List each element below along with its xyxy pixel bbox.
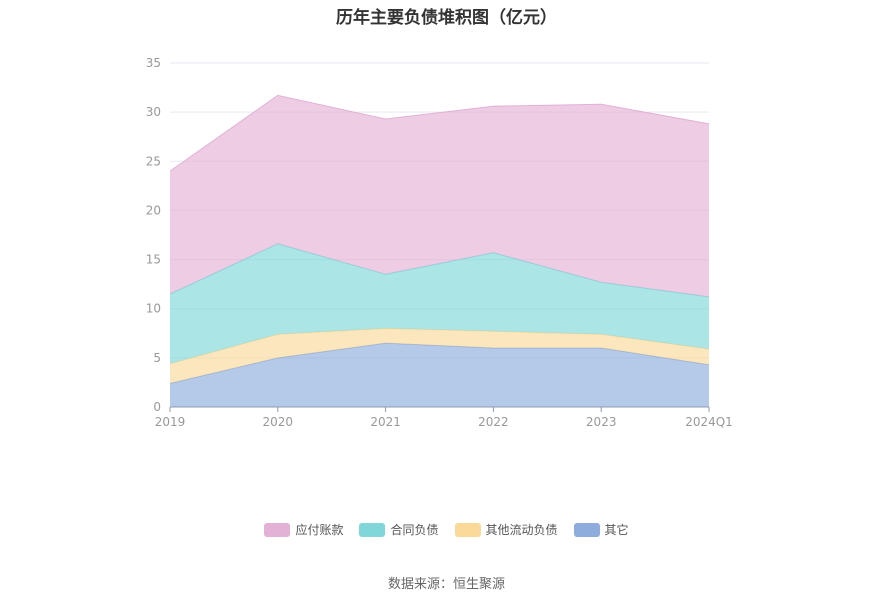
y-tick-label: 20 [146, 203, 161, 217]
area-应付账款 [170, 95, 709, 297]
legend-label: 应付账款 [295, 523, 344, 537]
y-tick-label: 15 [146, 253, 161, 267]
x-tick-label: 2021 [370, 415, 401, 429]
area-其他流动负债 [170, 328, 709, 384]
legend-label: 其它 [604, 523, 629, 537]
x-tick-label: 2019 [155, 415, 186, 429]
area-series [169, 94, 710, 407]
legend: 应付账款 合同负债 其他流动负债 其它 [0, 521, 893, 538]
y-tick-label: 25 [146, 154, 161, 168]
chart-title: 历年主要负债堆积图（亿元） [336, 8, 557, 28]
x-tick-label: 2023 [586, 415, 617, 429]
area-edge-应付账款 [169, 94, 710, 172]
x-tick-label: 2022 [478, 415, 509, 429]
legend-item-other[interactable]: 其它 [573, 521, 629, 538]
y-tick-label: 10 [146, 302, 161, 316]
legend-swatch [573, 522, 600, 537]
legend-label: 合同负债 [390, 523, 439, 537]
y-tick-label: 35 [146, 56, 161, 70]
legend-item-payables[interactable]: 应付账款 [264, 521, 343, 538]
legend-swatch [264, 522, 291, 537]
legend-item-other-current-liabilities[interactable]: 其他流动负债 [454, 521, 558, 538]
area-edge-其他流动负债 [169, 327, 710, 365]
x-tick-label: 2020 [263, 415, 294, 429]
y-tick-label: 0 [153, 400, 161, 414]
area-其它 [170, 343, 709, 407]
x-tick-label: 2024Q1 [685, 415, 733, 429]
axes: 0 5 10 15 20 25 30 35 2019 2020 2021 2022 2023 2024Q1 [146, 56, 733, 429]
area-合同负债 [170, 243, 709, 364]
legend-swatch [454, 522, 481, 537]
legend-swatch [359, 522, 386, 537]
y-tick-label: 5 [153, 351, 161, 365]
legend-label: 其他流动负债 [485, 523, 558, 537]
data-source: 数据来源：恒生聚源 [387, 577, 505, 592]
legend-item-contract-liabilities[interactable]: 合同负债 [359, 521, 439, 538]
y-tick-label: 30 [146, 105, 161, 119]
